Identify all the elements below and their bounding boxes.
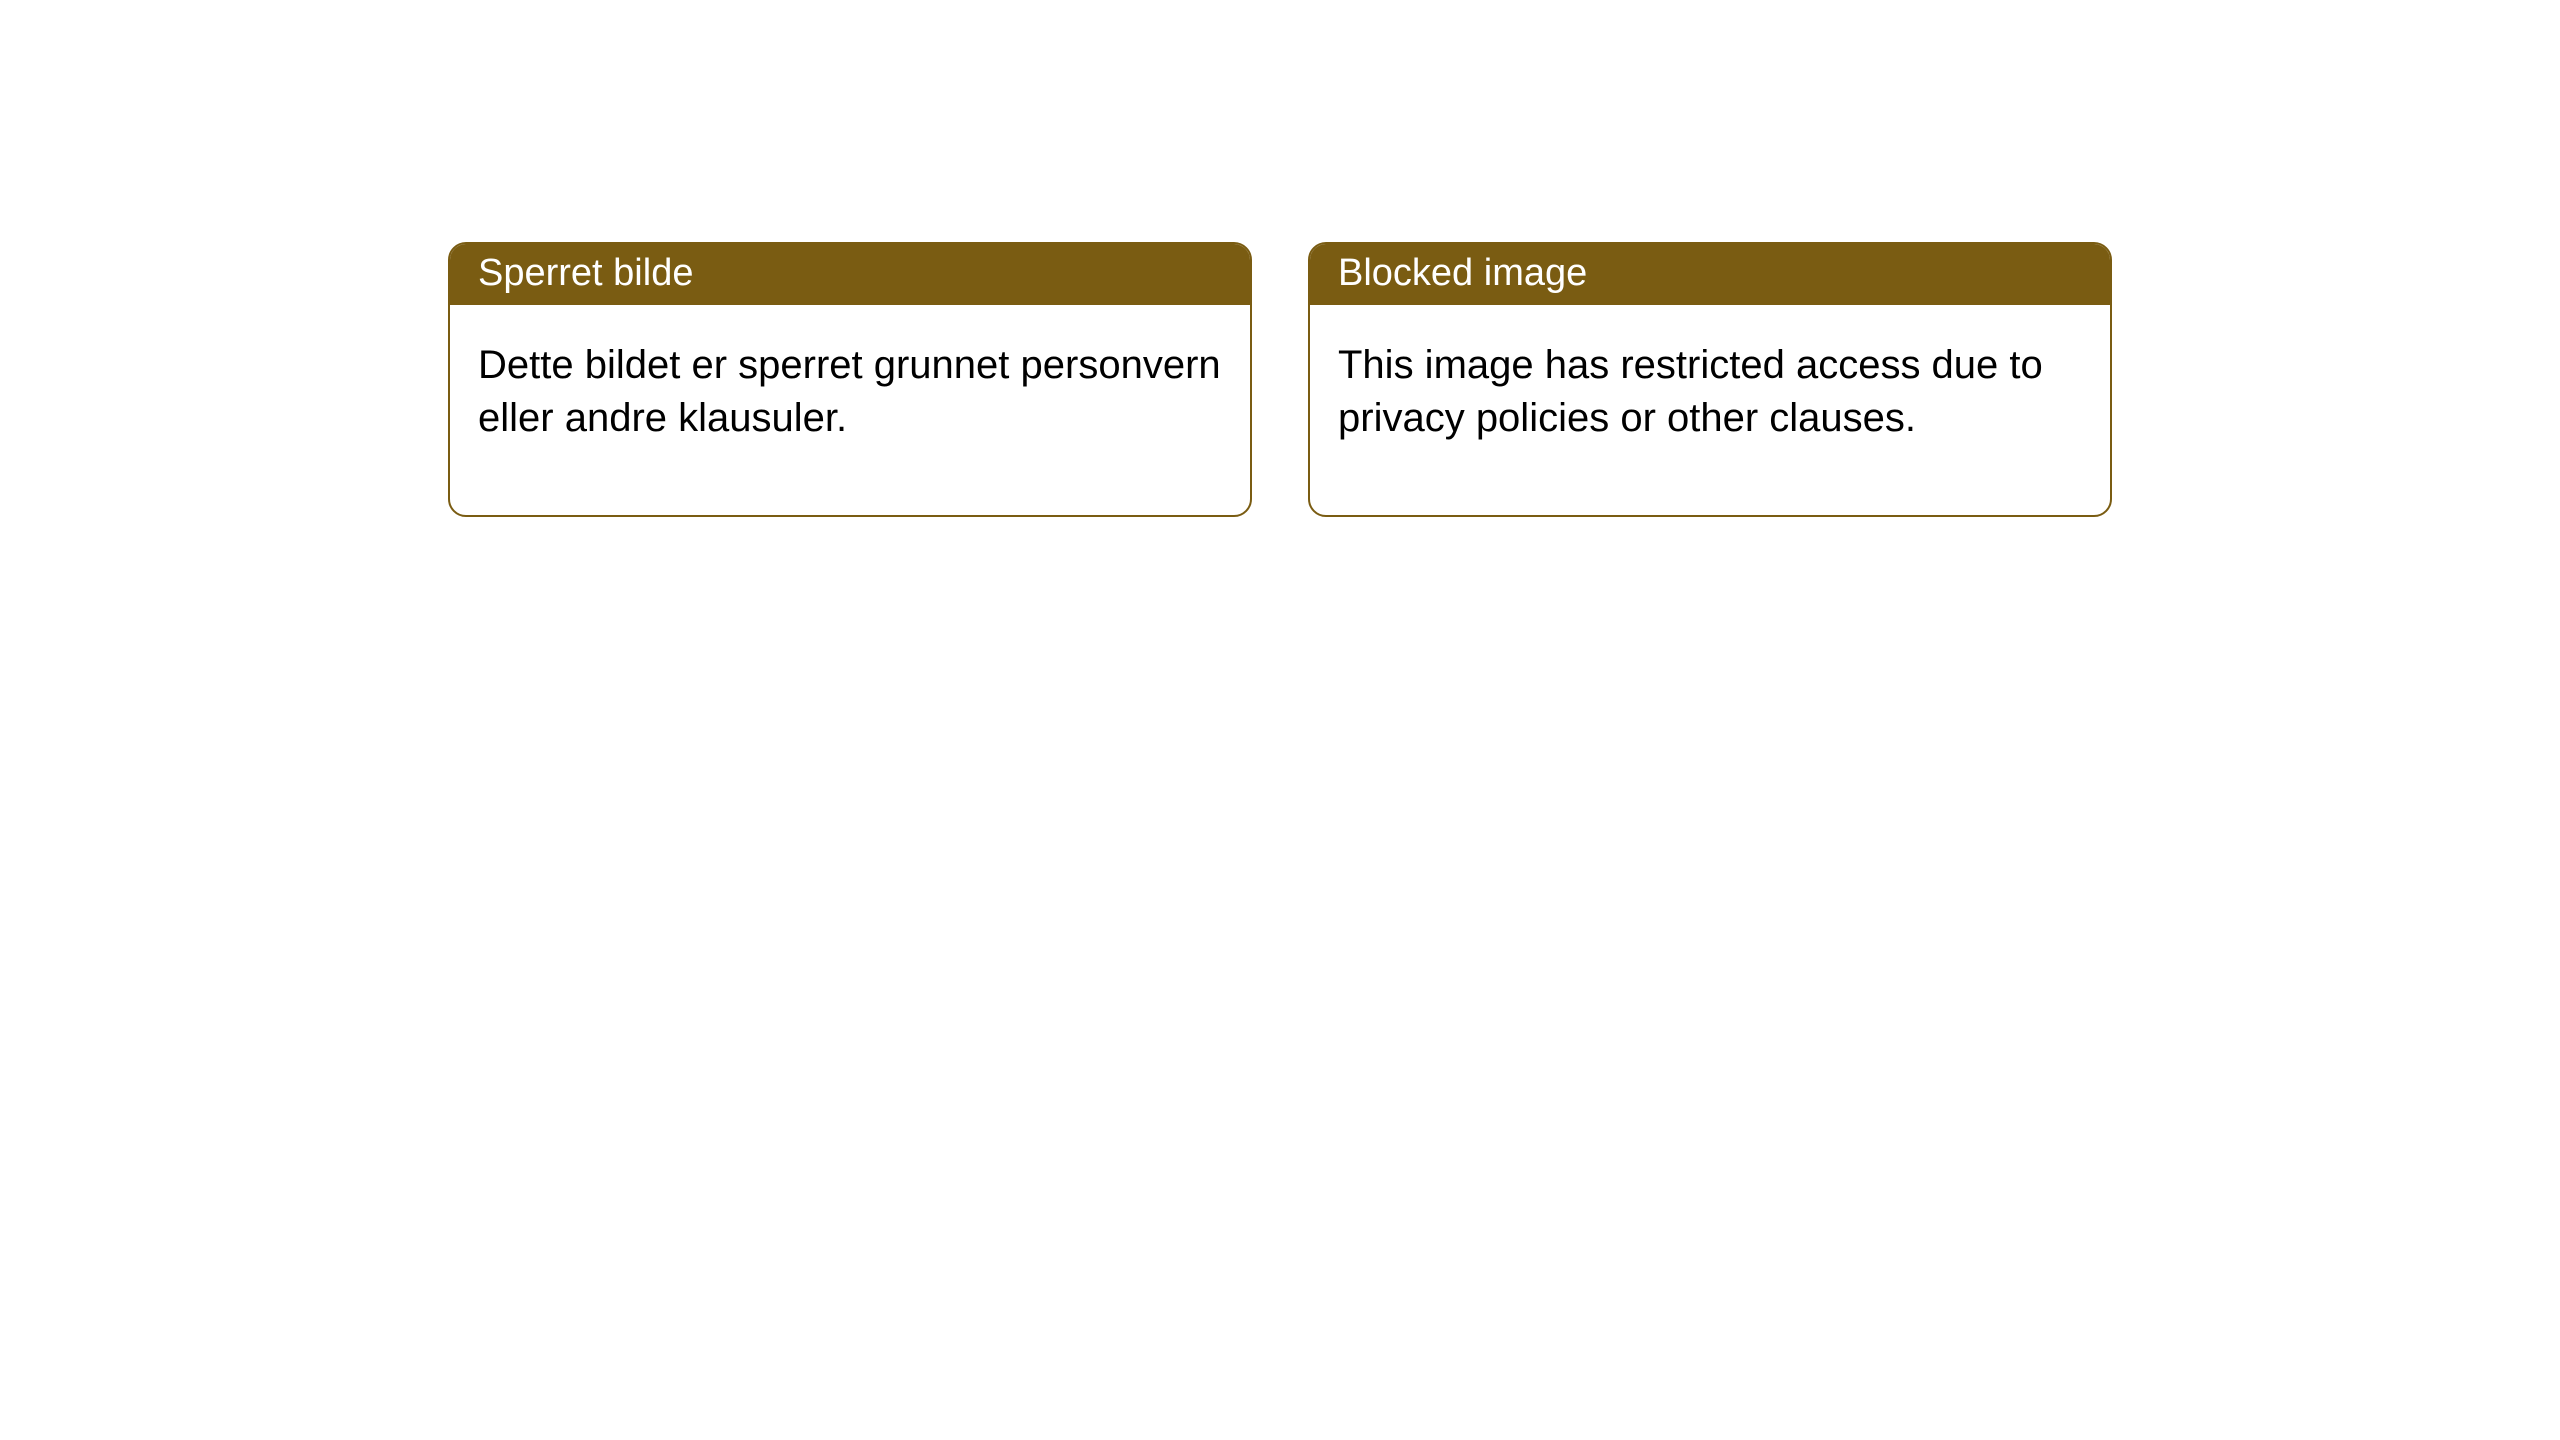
notice-container: Sperret bilde Dette bildet er sperret gr…	[448, 242, 2112, 517]
notice-header-en: Blocked image	[1310, 244, 2110, 305]
notice-box-en: Blocked image This image has restricted …	[1308, 242, 2112, 517]
notice-title-no: Sperret bilde	[478, 252, 693, 294]
notice-text-no: Dette bildet er sperret grunnet personve…	[478, 343, 1221, 440]
notice-title-en: Blocked image	[1338, 252, 1587, 294]
notice-text-en: This image has restricted access due to …	[1338, 343, 2043, 440]
notice-box-no: Sperret bilde Dette bildet er sperret gr…	[448, 242, 1252, 517]
notice-body-en: This image has restricted access due to …	[1310, 305, 2110, 515]
notice-header-no: Sperret bilde	[450, 244, 1250, 305]
notice-body-no: Dette bildet er sperret grunnet personve…	[450, 305, 1250, 515]
